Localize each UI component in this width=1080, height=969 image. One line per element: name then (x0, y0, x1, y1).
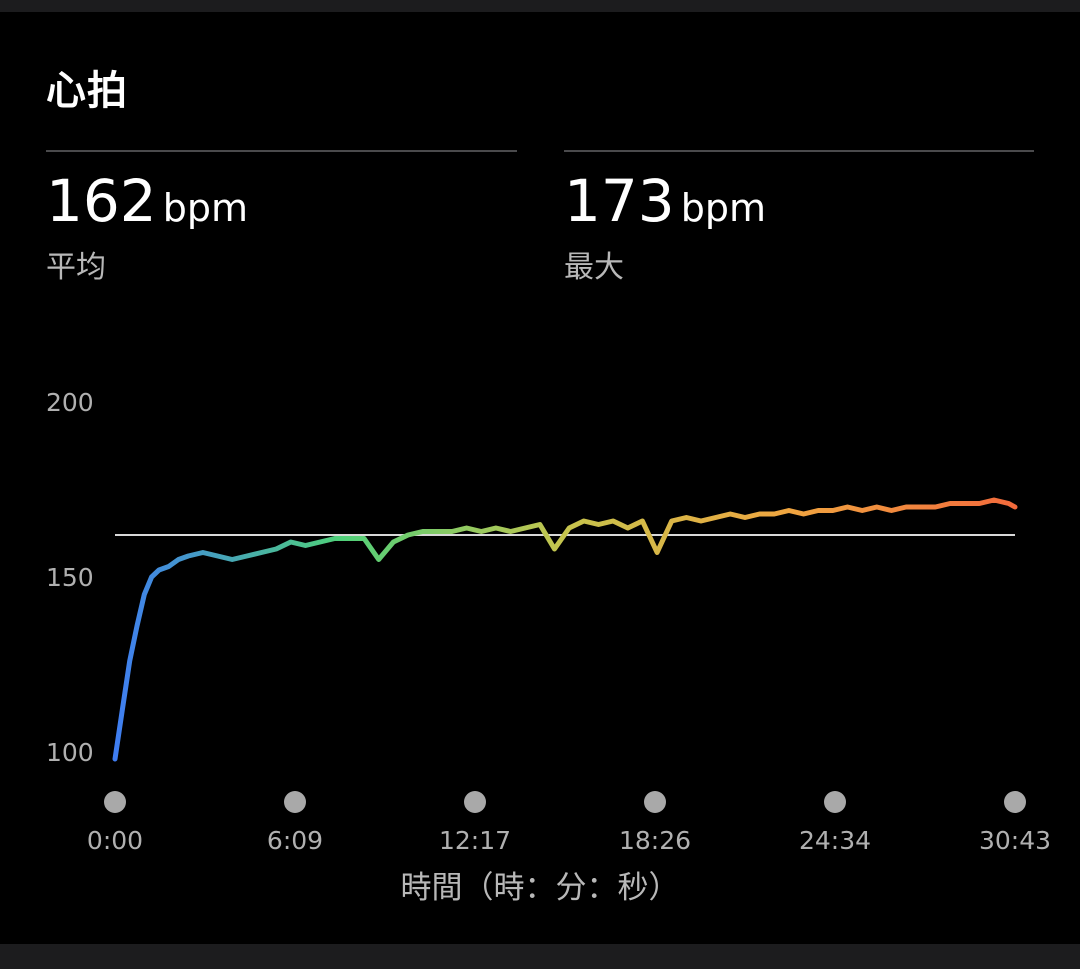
y-tick-label: 100 (46, 738, 94, 767)
y-tick-label: 150 (46, 563, 94, 592)
max-number: 173 (564, 167, 675, 235)
y-axis-ticks: 100 150 200 (46, 388, 94, 767)
max-value: 173 bpm (564, 172, 766, 230)
x-tick-dot (824, 791, 846, 813)
max-label: 最大 (564, 250, 624, 285)
x-axis-ticks: 0:00 6:09 12:17 18:26 24:34 30:43 (87, 791, 1051, 855)
x-tick-dot (1004, 791, 1026, 813)
x-tick-label: 0:00 (87, 826, 143, 855)
x-tick-label: 30:43 (979, 826, 1051, 855)
x-tick-dot (464, 791, 486, 813)
x-tick-label: 6:09 (267, 826, 323, 855)
max-unit: bpm (680, 186, 766, 230)
average-number: 162 (46, 167, 157, 235)
x-tick-dot (104, 791, 126, 813)
average-value: 162 bpm (46, 172, 248, 230)
divider-average (46, 150, 517, 152)
average-label: 平均 (46, 250, 106, 285)
x-tick-dot (284, 791, 306, 813)
card-title: 心拍 (46, 68, 128, 114)
x-axis-label: 時間（時：分：秒） (400, 870, 680, 906)
x-tick-label: 24:34 (799, 826, 871, 855)
y-tick-label: 200 (46, 388, 94, 417)
divider-max (564, 150, 1034, 152)
x-tick-dot (644, 791, 666, 813)
heart-rate-series-line (112, 497, 1018, 762)
x-tick-label: 12:17 (439, 826, 511, 855)
average-unit: bpm (162, 186, 248, 230)
x-tick-label: 18:26 (619, 826, 691, 855)
heart-rate-card (0, 12, 1080, 944)
